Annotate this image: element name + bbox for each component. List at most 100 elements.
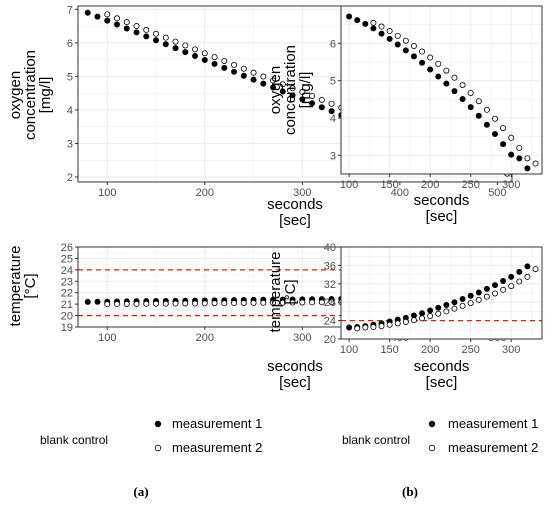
data-point-measurement-2	[260, 73, 267, 80]
data-point-measurement-2	[378, 23, 385, 30]
legend: blank control measurement 1 measurement 2	[40, 416, 262, 455]
tick-label-y: 40	[324, 242, 336, 254]
data-point-measurement-1	[508, 151, 515, 158]
data-point-measurement-2	[240, 299, 247, 306]
tick-label-y: 28	[324, 297, 336, 309]
panel-border	[340, 5, 543, 175]
data-point-measurement-2	[182, 300, 189, 307]
data-point-measurement-2	[172, 38, 179, 45]
data-point-measurement-2	[309, 92, 316, 99]
data-point-measurement-2	[354, 325, 361, 332]
data-point-measurement-1	[328, 108, 335, 115]
data-point-measurement-1	[500, 278, 507, 285]
x-axis-label: [sec]	[279, 374, 311, 391]
tick-label-x: 200	[421, 179, 439, 191]
tick-label-y: 2	[67, 172, 73, 184]
y-axis-label: concentration	[22, 50, 39, 140]
data-point-measurement-1	[435, 304, 442, 311]
legend-item-label: measurement 1	[172, 416, 262, 431]
data-point-measurement-2	[318, 299, 325, 306]
tick-label-x: 200	[196, 332, 214, 344]
x-axis-label: [sec]	[426, 374, 458, 391]
data-point-measurement-1	[279, 88, 286, 95]
data-point-measurement-2	[299, 89, 306, 96]
legend-key-measurement-1	[154, 420, 162, 428]
data-point-measurement-1	[260, 80, 267, 87]
data-point-measurement-1	[451, 299, 458, 306]
data-point-measurement-2	[500, 286, 507, 293]
data-point-measurement-2	[475, 296, 482, 303]
data-point-measurement-1	[491, 282, 498, 289]
tick-label-x: 300	[293, 187, 311, 199]
data-point-measurement-2	[459, 82, 466, 89]
data-point-measurement-1	[483, 285, 490, 292]
y-axis-label: [mg/l]	[297, 72, 314, 109]
data-point-measurement-2	[133, 300, 140, 307]
data-point-measurement-1	[143, 33, 150, 40]
data-point-measurement-2	[467, 300, 474, 307]
data-point-measurement-2	[459, 302, 466, 309]
tick-label-y: 20	[324, 334, 336, 346]
data-point-measurement-2	[231, 61, 238, 68]
data-point-measurement-2	[231, 300, 238, 307]
tick-label-x: 400	[391, 187, 409, 199]
tick-label-y: 6	[67, 38, 73, 50]
data-point-measurement-2	[419, 315, 426, 322]
tick-label-x: 150	[380, 344, 398, 356]
data-point-measurement-2	[250, 69, 257, 76]
data-point-measurement-2	[250, 299, 257, 306]
tick-label-y: 5	[330, 76, 336, 88]
y-axis-label: temperature	[267, 252, 284, 333]
data-point-measurement-2	[211, 54, 218, 61]
y-axis-label: [mg/l]	[37, 77, 54, 114]
legend-key-measurement-2	[154, 444, 162, 452]
x-axis-label: [sec]	[426, 208, 458, 225]
tick-label-x: 200	[196, 187, 214, 199]
data-point-measurement-2	[211, 300, 218, 307]
data-point-measurement-1	[467, 104, 474, 111]
tick-label-x: 100	[98, 187, 116, 199]
data-point-measurement-1	[524, 263, 531, 270]
tick-label-x: 300	[502, 344, 520, 356]
data-point-measurement-1	[192, 53, 199, 60]
data-point-measurement-2	[114, 15, 121, 22]
data-point-measurement-1	[318, 104, 325, 111]
data-point-measurement-2	[500, 125, 507, 132]
x-axis-label: seconds	[414, 192, 470, 209]
data-point-measurement-1	[435, 73, 442, 80]
tick-label-y: 25	[61, 253, 73, 265]
tick-label-y: 24	[324, 316, 336, 328]
data-point-measurement-1	[378, 30, 385, 37]
data-point-measurement-1	[201, 56, 208, 63]
data-point-measurement-2	[419, 48, 426, 55]
tick-label-y: 23	[61, 276, 73, 288]
data-point-measurement-1	[459, 295, 466, 302]
data-point-measurement-2	[370, 324, 377, 331]
data-point-measurement-2	[435, 60, 442, 67]
data-point-measurement-2	[123, 19, 130, 26]
tick-label-y: 19	[61, 322, 73, 334]
data-point-measurement-2	[532, 160, 539, 167]
x-axis-label: seconds	[414, 358, 470, 375]
data-point-measurement-2	[172, 300, 179, 307]
y-axis-label: [°C]	[282, 279, 299, 304]
data-point-measurement-1	[84, 298, 91, 305]
data-point-measurement-2	[427, 54, 434, 61]
data-point-measurement-2	[270, 77, 277, 84]
data-point-measurement-1	[419, 310, 426, 317]
data-point-measurement-2	[508, 134, 515, 141]
panel-caption: (b)	[402, 484, 418, 499]
legend: blank control measurement 1 measurement 2	[342, 416, 538, 455]
tick-label-y: 7	[67, 4, 73, 16]
tick-label-y: 20	[61, 311, 73, 323]
data-point-measurement-2	[524, 273, 531, 280]
data-point-measurement-2	[394, 32, 401, 39]
data-point-measurement-1	[104, 17, 111, 24]
data-point-measurement-2	[435, 310, 442, 317]
data-point-measurement-1	[394, 41, 401, 48]
y-axis-label: oxygen	[7, 71, 24, 119]
data-point-measurement-2	[402, 37, 409, 44]
data-point-measurement-2	[378, 323, 385, 330]
data-point-measurement-1	[443, 80, 450, 87]
